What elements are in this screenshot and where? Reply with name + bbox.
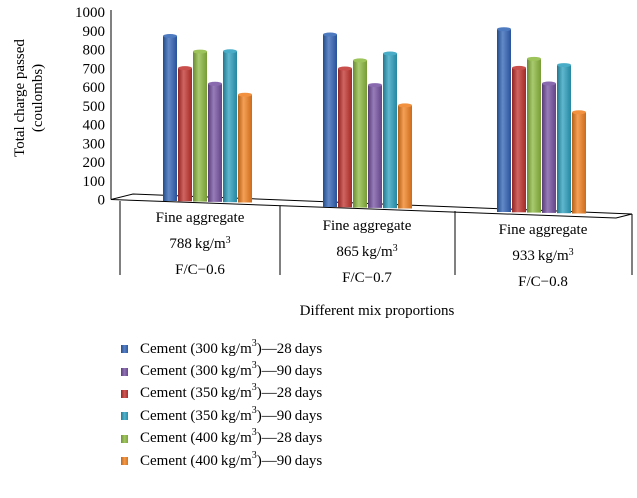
x-axis-title: Different mix proportions [300,303,455,319]
legend-item: Cement (350 kg/m3)—28 days [119,383,322,405]
bar [497,27,511,212]
y-tick-label: 900 [83,24,106,40]
y-tick-label: 100 [83,174,106,190]
legend-item: Cement (300 kg/m3)—28 days [119,338,322,360]
y-tick-label: 800 [83,43,106,59]
category-label: 788 kg/m3 [169,235,230,253]
bar [368,83,382,208]
bar [383,51,397,209]
legend-label: Cement (400 kg/m3)—90 days [140,449,323,469]
y-tick-label: 600 [83,80,106,96]
bar [338,66,352,208]
bar [398,103,412,209]
category-label: 865 kg/m3 [336,243,397,261]
y-tick-label: 1000 [75,5,105,21]
bar-chart: Total charge passed (coulombs) 100090080… [12,5,633,319]
bar [557,63,571,214]
y-tick-label: 500 [83,99,106,115]
legend-label: Cement (400 kg/m3)—28 days [140,427,323,447]
legend-item: Cement (350 kg/m3)—90 days [119,405,322,427]
y-axis-title-line-1: Total charge passed [12,39,28,157]
bar [323,32,337,207]
legend-label: Cement (300 kg/m3)—28 days [140,337,323,357]
category-label: F/C−0.8 [518,274,568,290]
bar [527,56,541,213]
category-label: 933 kg/m3 [512,247,573,265]
category-label: Fine aggregate [156,210,245,226]
legend-label: Cement (300 kg/m3)—90 days [140,360,323,380]
bar [572,110,586,214]
legend-swatch [121,457,128,466]
y-tick-label: 700 [83,61,106,77]
category-label: Fine aggregate [323,218,412,234]
legend-swatch [121,412,128,421]
legend-label: Cement (350 kg/m3)—90 days [140,404,323,424]
legend-swatch [121,345,128,354]
legend-item: Cement (400 kg/m3)—28 days [119,428,322,450]
bar [163,34,177,201]
y-tick-label: 300 [83,136,106,152]
y-tick-label: 0 [98,193,106,209]
category-label: F/C−0.7 [342,270,392,286]
bars [163,27,586,214]
bar [542,81,556,213]
y-tick-label: 400 [83,118,106,134]
legend-item: Cement (400 kg/m3)—90 days [119,450,322,472]
legend-swatch [121,389,128,398]
category-labels: Fine aggregate 788 kg/m3 F/C−0.6 Fine aggre… [156,210,588,290]
bar [238,92,252,203]
bar [512,65,526,213]
y-axis-title-line-2: (coulombs) [30,64,46,132]
category-label: F/C−0.6 [175,262,225,278]
y-tick-label: 200 [83,155,106,171]
bar [193,49,207,202]
y-axis-title: Total charge passed (coulombs) [12,39,46,157]
bar [178,66,192,202]
bar [223,49,237,203]
legend-swatch [121,434,128,443]
category-label: Fine aggregate [499,222,588,238]
bar [353,58,367,208]
bar [208,81,222,202]
legend-swatch [121,367,128,376]
legend: Cement (300 kg/m3)—28 days Cement (300 kg… [119,338,322,472]
legend-label: Cement (350 kg/m3)—28 days [140,382,323,402]
legend-item: Cement (300 kg/m3)—90 days [119,360,322,382]
